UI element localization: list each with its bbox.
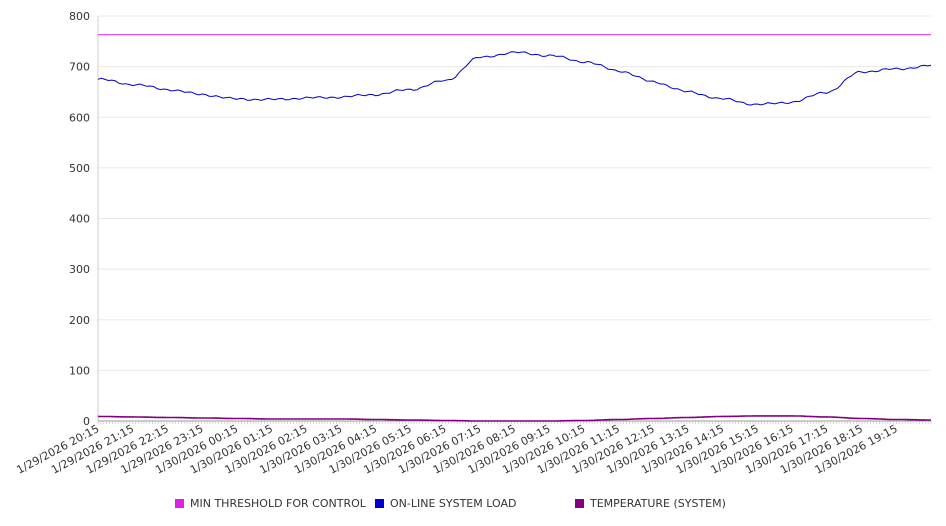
legend-item-temperature[interactable]: TEMPERATURE (SYSTEM): [575, 497, 726, 510]
legend: MIN THRESHOLD FOR CONTROL ON-LINE SYSTEM…: [0, 497, 946, 515]
y-tick-label: 600: [69, 111, 90, 124]
y-tick-label: 400: [69, 213, 90, 226]
gridlines: [98, 15, 931, 422]
y-tick-label: 0: [83, 415, 90, 428]
y-tick-label: 200: [69, 314, 90, 327]
axes: [97, 16, 932, 424]
legend-swatch-min-threshold: [175, 499, 184, 508]
series-line-2: [97, 415, 931, 422]
y-tick-label: 500: [69, 162, 90, 175]
legend-swatch-temperature: [575, 499, 584, 508]
x-axis-ticks: 1/29/2026 20:151/29/2026 21:151/29/2026 …: [14, 422, 899, 476]
series-line-1: [97, 51, 932, 106]
y-tick-label: 800: [69, 10, 90, 23]
y-tick-label: 100: [69, 364, 90, 377]
legend-swatch-online-system-load: [375, 499, 384, 508]
legend-label-online-system-load: ON-LINE SYSTEM LOAD: [390, 497, 517, 510]
y-tick-label: 700: [69, 61, 90, 74]
legend-item-min-threshold[interactable]: MIN THRESHOLD FOR CONTROL: [175, 497, 366, 510]
legend-item-online-system-load[interactable]: ON-LINE SYSTEM LOAD: [375, 497, 516, 510]
legend-label-min-threshold: MIN THRESHOLD FOR CONTROL: [190, 497, 366, 510]
y-axis-ticks: 0 100 200 300 400 500 600 700 800: [69, 10, 90, 428]
legend-label-temperature: TEMPERATURE (SYSTEM): [590, 497, 726, 510]
series-lines: [97, 34, 932, 422]
y-tick-label: 300: [69, 263, 90, 276]
